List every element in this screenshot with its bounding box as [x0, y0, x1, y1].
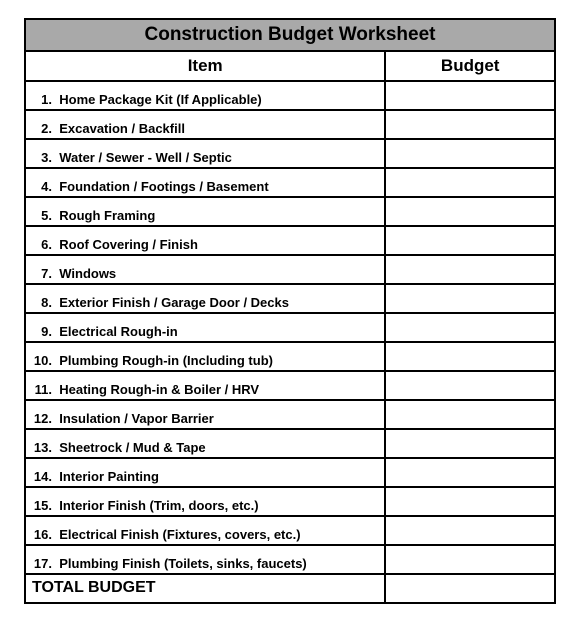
item-cell: 8. Exterior Finish / Garage Door / Decks [25, 284, 385, 313]
row-number: 1. [32, 92, 52, 107]
budget-cell[interactable] [385, 81, 555, 110]
item-cell: 5. Rough Framing [25, 197, 385, 226]
item-cell: 16. Electrical Finish (Fixtures, covers,… [25, 516, 385, 545]
item-cell: 1. Home Package Kit (If Applicable) [25, 81, 385, 110]
budget-cell[interactable] [385, 255, 555, 284]
table-row: 7. Windows [25, 255, 555, 284]
row-number: 4. [32, 179, 52, 194]
budget-cell[interactable] [385, 168, 555, 197]
item-cell: 2. Excavation / Backfill [25, 110, 385, 139]
row-label: Roof Covering / Finish [59, 237, 198, 252]
table-row: 3. Water / Sewer - Well / Septic [25, 139, 555, 168]
item-cell: 4. Foundation / Footings / Basement [25, 168, 385, 197]
row-number: 13. [32, 440, 52, 455]
table-row: 11. Heating Rough-in & Boiler / HRV [25, 371, 555, 400]
table-row: 5. Rough Framing [25, 197, 555, 226]
row-label: Interior Painting [59, 469, 159, 484]
budget-cell[interactable] [385, 284, 555, 313]
row-number: 14. [32, 469, 52, 484]
item-cell: 14. Interior Painting [25, 458, 385, 487]
worksheet-container: Construction Budget Worksheet Item Budge… [0, 0, 580, 622]
budget-table: Construction Budget Worksheet Item Budge… [24, 18, 556, 604]
budget-cell[interactable] [385, 371, 555, 400]
item-cell: 6. Roof Covering / Finish [25, 226, 385, 255]
row-number: 3. [32, 150, 52, 165]
budget-cell[interactable] [385, 226, 555, 255]
row-number: 8. [32, 295, 52, 310]
budget-cell[interactable] [385, 545, 555, 574]
table-row: 1. Home Package Kit (If Applicable) [25, 81, 555, 110]
budget-cell[interactable] [385, 400, 555, 429]
row-number: 7. [32, 266, 52, 281]
header-row: Item Budget [25, 51, 555, 81]
item-cell: 3. Water / Sewer - Well / Septic [25, 139, 385, 168]
worksheet-title: Construction Budget Worksheet [25, 19, 555, 51]
table-row: 14. Interior Painting [25, 458, 555, 487]
row-label: Interior Finish (Trim, doors, etc.) [59, 498, 258, 513]
item-cell: 12. Insulation / Vapor Barrier [25, 400, 385, 429]
row-label: Foundation / Footings / Basement [59, 179, 268, 194]
row-number: 2. [32, 121, 52, 136]
row-number: 17. [32, 556, 52, 571]
row-number: 11. [32, 382, 52, 397]
budget-cell[interactable] [385, 516, 555, 545]
table-row: 12. Insulation / Vapor Barrier [25, 400, 555, 429]
row-label: Exterior Finish / Garage Door / Decks [59, 295, 289, 310]
budget-cell[interactable] [385, 197, 555, 226]
title-row: Construction Budget Worksheet [25, 19, 555, 51]
budget-cell[interactable] [385, 110, 555, 139]
item-cell: 10. Plumbing Rough-in (Including tub) [25, 342, 385, 371]
total-budget-cell[interactable] [385, 574, 555, 603]
row-label: Home Package Kit (If Applicable) [59, 92, 262, 107]
item-cell: 7. Windows [25, 255, 385, 284]
row-label: Plumbing Rough-in (Including tub) [59, 353, 273, 368]
row-label: Sheetrock / Mud & Tape [59, 440, 205, 455]
row-label: Electrical Finish (Fixtures, covers, etc… [59, 527, 300, 542]
row-label: Electrical Rough-in [59, 324, 177, 339]
item-cell: 15. Interior Finish (Trim, doors, etc.) [25, 487, 385, 516]
row-number: 12. [32, 411, 52, 426]
table-row: 13. Sheetrock / Mud & Tape [25, 429, 555, 458]
budget-cell[interactable] [385, 429, 555, 458]
row-label: Water / Sewer - Well / Septic [59, 150, 232, 165]
row-label: Plumbing Finish (Toilets, sinks, faucets… [59, 556, 307, 571]
column-header-item: Item [25, 51, 385, 81]
row-label: Insulation / Vapor Barrier [59, 411, 214, 426]
table-row: 17. Plumbing Finish (Toilets, sinks, fau… [25, 545, 555, 574]
row-label: Heating Rough-in & Boiler / HRV [59, 382, 259, 397]
table-row: 4. Foundation / Footings / Basement [25, 168, 555, 197]
row-number: 5. [32, 208, 52, 223]
table-row: 8. Exterior Finish / Garage Door / Decks [25, 284, 555, 313]
row-number: 6. [32, 237, 52, 252]
table-row: 9. Electrical Rough-in [25, 313, 555, 342]
item-cell: 9. Electrical Rough-in [25, 313, 385, 342]
row-label: Rough Framing [59, 208, 155, 223]
table-row: 6. Roof Covering / Finish [25, 226, 555, 255]
row-label: Windows [59, 266, 116, 281]
budget-cell[interactable] [385, 458, 555, 487]
row-label: Excavation / Backfill [59, 121, 185, 136]
item-cell: 11. Heating Rough-in & Boiler / HRV [25, 371, 385, 400]
row-number: 9. [32, 324, 52, 339]
table-row: 16. Electrical Finish (Fixtures, covers,… [25, 516, 555, 545]
table-row: 10. Plumbing Rough-in (Including tub) [25, 342, 555, 371]
row-number: 15. [32, 498, 52, 513]
table-row: 2. Excavation / Backfill [25, 110, 555, 139]
total-row: TOTAL BUDGET [25, 574, 555, 603]
budget-cell[interactable] [385, 139, 555, 168]
column-header-budget: Budget [385, 51, 555, 81]
item-cell: 13. Sheetrock / Mud & Tape [25, 429, 385, 458]
budget-cell[interactable] [385, 313, 555, 342]
budget-cell[interactable] [385, 487, 555, 516]
row-number: 10. [32, 353, 52, 368]
table-row: 15. Interior Finish (Trim, doors, etc.) [25, 487, 555, 516]
budget-cell[interactable] [385, 342, 555, 371]
item-cell: 17. Plumbing Finish (Toilets, sinks, fau… [25, 545, 385, 574]
total-label: TOTAL BUDGET [25, 574, 385, 603]
row-number: 16. [32, 527, 52, 542]
